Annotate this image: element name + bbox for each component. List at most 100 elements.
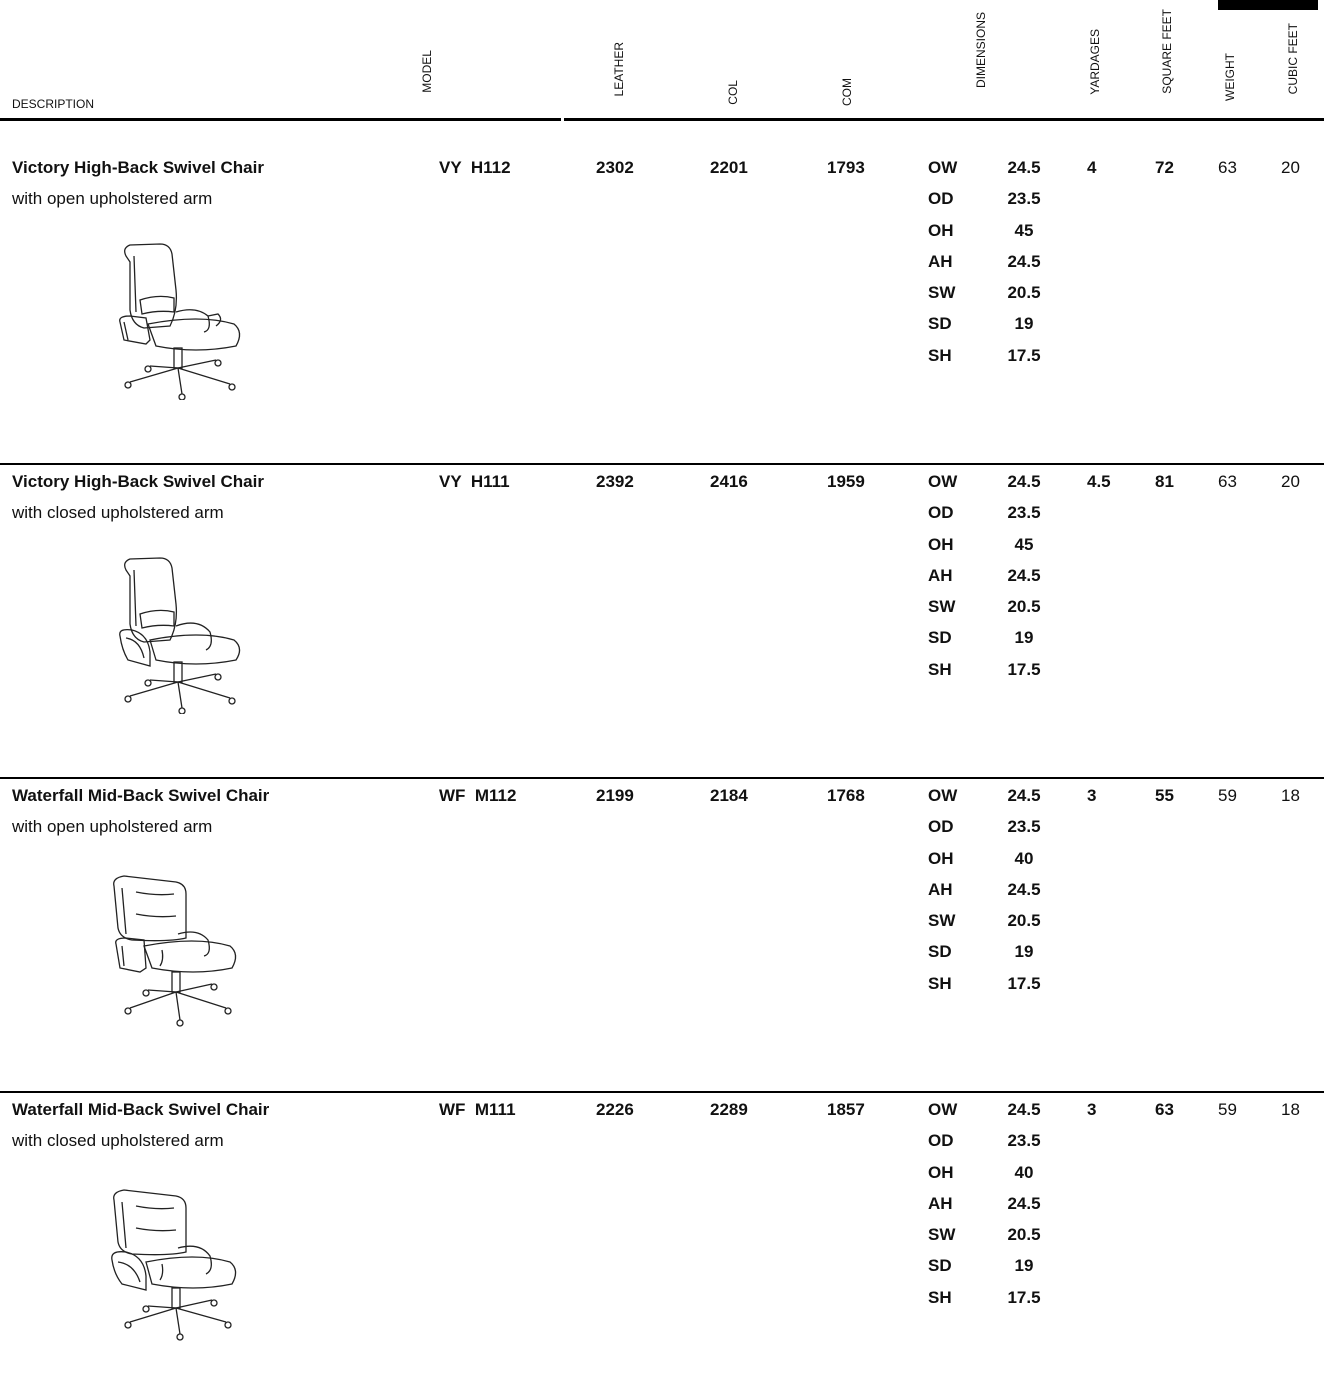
dimension-row: OH 40 [928,1163,1058,1194]
dimension-row: SH 17.5 [928,346,1058,377]
product-yardages: 4.5 [1087,472,1111,491]
dimension-row: SW 20.5 [928,283,1058,314]
dimension-value: 17.5 [1007,659,1041,679]
product-yardages: 4 [1087,158,1097,177]
header-dimensions: DIMENSIONS [974,12,988,89]
product-weight: 63 [1218,472,1237,491]
dimension-code: SH [928,659,952,679]
product-weight: 63 [1218,158,1237,177]
dimension-row: AH 24.5 [928,880,1058,911]
dimension-value: 20.5 [1007,911,1041,931]
dimension-row: SH 17.5 [928,660,1058,691]
dimension-row: OW 24.5 [928,472,1058,503]
header-weight: WEIGHT [1223,53,1237,101]
product-com-price: 1768 [827,786,865,805]
product-cubic-feet: 20 [1281,158,1300,177]
header-model: MODEL [420,50,434,93]
header-cubic-feet: CUBIC FEET [1286,23,1300,95]
dimension-row: AH 24.5 [928,1194,1058,1225]
dimension-value: 19 [1014,942,1034,962]
mid-back-chair-open-arm-icon [113,875,237,1027]
dimension-value: 24.5 [1007,251,1041,271]
dimension-code: SW [928,1225,956,1245]
dimension-value: 19 [1014,628,1034,648]
dimension-row: SW 20.5 [928,597,1058,628]
dimension-code: OH [928,220,954,240]
dimension-value: 17.5 [1007,1287,1041,1307]
product-weight: 59 [1218,786,1237,805]
dimension-row: OH 45 [928,221,1058,252]
product-title: Victory High-Back Swivel Chair [12,158,264,177]
product-subtitle: with open upholstered arm [12,817,213,836]
product-col-price: 2201 [710,158,748,177]
product-leather-price: 2199 [596,786,634,805]
product-title: Waterfall Mid-Back Swivel Chair [12,786,270,805]
dimension-value: 24.5 [1007,786,1041,805]
dimension-value: 17.5 [1007,973,1041,993]
dimension-row: SD 19 [928,314,1058,345]
dimension-code: SD [928,942,952,962]
dimension-value: 23.5 [1007,817,1041,837]
dimension-code: AH [928,1193,953,1213]
dimension-value: 23.5 [1007,503,1041,523]
dimension-row: OD 23.5 [928,817,1058,848]
mid-back-chair-closed-arm-icon [111,1189,237,1341]
dimension-code: SH [928,345,952,365]
dimension-value: 24.5 [1007,1100,1041,1119]
dimension-code: SH [928,973,952,993]
product-model: VY H111 [439,472,510,491]
dimension-value: 40 [1014,1162,1034,1182]
dimension-row: SD 19 [928,1256,1058,1287]
dimension-code: AH [928,251,953,271]
dimensions-list: OW 24.5 OD 23.5 OH 45 AH 24.5 SW 20.5 SD 19 SH… [928,472,1058,691]
product-subtitle: with closed upholstered arm [12,1131,224,1150]
dimension-code: OD [928,1131,954,1151]
product-cubic-feet: 20 [1281,472,1300,491]
dimension-code: AH [928,565,953,585]
dimension-value: 45 [1014,220,1034,240]
header-description: DESCRIPTION [12,97,95,111]
dimension-code: SW [928,597,956,617]
product-leather-price: 2302 [596,158,634,177]
dimension-code: OH [928,848,954,868]
product-com-price: 1793 [827,158,865,177]
dimension-row: OD 23.5 [928,189,1058,220]
dimension-row: SH 17.5 [928,974,1058,1005]
dimension-code: SD [928,628,952,648]
dimension-value: 19 [1014,314,1034,334]
dimension-row: SD 19 [928,628,1058,659]
header-yardages: YARDAGES [1088,29,1102,95]
product-col-price: 2416 [710,472,748,491]
header-square-feet: SQUARE FEET [1160,9,1174,94]
header-rule-right [564,118,1324,121]
dimension-row: SW 20.5 [928,911,1058,942]
product-com-price: 1857 [827,1100,865,1119]
high-back-chair-closed-arm-icon [119,557,241,714]
high-back-chair-open-arm-icon [119,243,241,400]
dimension-row: OD 23.5 [928,1131,1058,1162]
product-row: Waterfall Mid-Back Swivel Chair with ope… [0,786,1324,1086]
product-leather-price: 2392 [596,472,634,491]
dimension-code: OD [928,817,954,837]
product-row: Waterfall Mid-Back Swivel Chair with clo… [0,1100,1324,1400]
dimension-code: OW [928,158,958,177]
product-model: WF M112 [439,786,517,805]
product-square-feet: 81 [1155,472,1174,491]
dimension-code: OH [928,1162,954,1182]
dimension-code: OW [928,472,958,491]
dimension-value: 17.5 [1007,345,1041,365]
product-subtitle: with open upholstered arm [12,189,213,208]
dimension-value: 24.5 [1007,565,1041,585]
dimension-value: 24.5 [1007,879,1041,899]
product-com-price: 1959 [827,472,865,491]
dimension-code: OW [928,786,958,805]
header-rule-left [0,118,561,121]
product-square-feet: 63 [1155,1100,1174,1119]
dimension-code: OW [928,1100,958,1119]
dimension-code: OD [928,503,954,523]
dimensions-list: OW 24.5 OD 23.5 OH 45 AH 24.5 SW 20.5 SD 19 SH… [928,158,1058,377]
dimension-code: SW [928,283,956,303]
header-col: COL [726,80,740,105]
product-subtitle: with closed upholstered arm [12,503,224,522]
product-leather-price: 2226 [596,1100,634,1119]
